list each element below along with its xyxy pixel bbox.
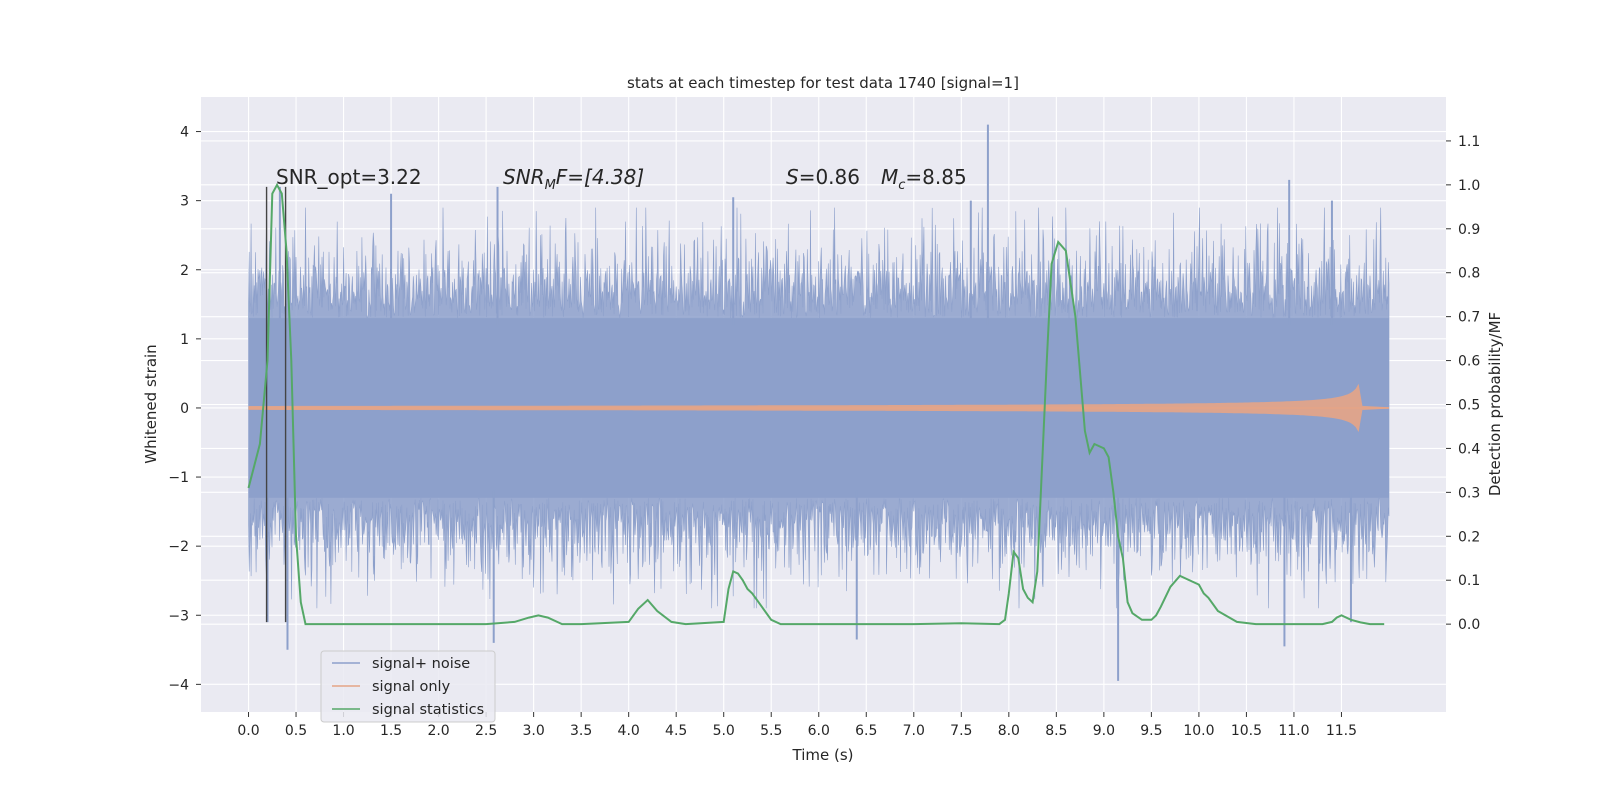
y2-tick-label: 0.3 <box>1458 485 1480 501</box>
y2-tick-label: 1.1 <box>1458 134 1480 150</box>
x-tick-label: 4.0 <box>618 723 640 739</box>
y2-tick-label: 0.5 <box>1458 398 1480 414</box>
x-tick-label: 6.0 <box>808 723 830 739</box>
annotation-snr-mf: SNRMF=[4.38] <box>503 165 644 193</box>
legend-box <box>320 650 496 723</box>
x-axis-label: Time (s) <box>792 746 854 764</box>
y2-tick-label: 0.9 <box>1458 222 1480 238</box>
x-tick-label: 3.0 <box>523 723 545 739</box>
chart-title: stats at each timestep for test data 174… <box>627 74 1019 92</box>
vertical-markers <box>265 186 287 623</box>
x-tick-label: 0.5 <box>285 723 307 739</box>
x-tick-label: 1.0 <box>332 723 354 739</box>
y2-tick-label: 0.4 <box>1458 441 1480 457</box>
y-tick-label: 3 <box>180 194 189 210</box>
x-tick-label: 2.0 <box>427 723 449 739</box>
x-tick-label: 9.5 <box>1140 723 1162 739</box>
legend-label-signal-noise: signal+ noise <box>372 656 470 672</box>
x-axis-ticks: 0.0 0.5 1.0 1.5 2.0 2.5 3.0 3.5 4.0 4.5 5.0 5.5 6.0 6… <box>237 712 1357 739</box>
y2-tick-label: 0.8 <box>1458 266 1480 282</box>
x-tick-label: 6.5 <box>855 723 877 739</box>
y-tick-label: −1 <box>168 470 189 486</box>
x-tick-label: 7.0 <box>903 723 925 739</box>
y2-axis-ticks: 1.1 1.0 0.9 0.8 0.7 0.6 0.5 0.4 0.3 0.2 0.1 0.0 <box>1446 134 1480 633</box>
y-tick-label: 1 <box>180 332 189 348</box>
y2-tick-label: 0.2 <box>1458 529 1480 545</box>
y2-tick-label: 0.6 <box>1458 354 1480 370</box>
x-tick-label: 9.0 <box>1093 723 1115 739</box>
x-tick-label: 11.5 <box>1326 723 1357 739</box>
legend: signal+ noise signal only signal statist… <box>320 650 496 723</box>
x-tick-label: 11.0 <box>1278 723 1309 739</box>
y-axis-label: Whitened strain <box>142 344 160 463</box>
y-tick-label: 0 <box>180 401 189 417</box>
snr-mf-rest: F=[4.38] <box>556 165 644 189</box>
y-tick-label: −4 <box>168 677 189 693</box>
y-tick-label: 2 <box>180 263 189 279</box>
annotation-s: S=0.86 <box>786 165 860 189</box>
signal-only-series <box>248 383 1389 433</box>
x-tick-label: 8.0 <box>998 723 1020 739</box>
x-tick-label: 5.5 <box>760 723 782 739</box>
snr-mf-sub: M <box>545 178 556 193</box>
y2-axis-label: Detection probability/MF <box>1486 312 1504 496</box>
mc-label: M <box>881 165 898 189</box>
x-tick-label: 8.5 <box>1045 723 1067 739</box>
x-tick-label: 5.0 <box>713 723 735 739</box>
x-tick-label: 3.5 <box>570 723 592 739</box>
annotation-mc: Mc=8.85 <box>881 165 967 193</box>
y-tick-label: 4 <box>180 125 189 141</box>
x-tick-label: 1.5 <box>380 723 402 739</box>
x-tick-label: 2.5 <box>475 723 497 739</box>
x-tick-label: 10.5 <box>1231 723 1262 739</box>
mc-sub: c <box>898 178 905 193</box>
x-tick-label: 4.5 <box>665 723 687 739</box>
y2-tick-label: 0.1 <box>1458 573 1480 589</box>
y-axis-ticks: 4 3 2 1 0 −1 −2 −3 −4 <box>168 125 201 693</box>
y2-tick-label: 1.0 <box>1458 178 1480 194</box>
legend-label-signal-statistics: signal statistics <box>372 702 484 718</box>
snr-mf-label: SNR <box>503 165 545 189</box>
y-tick-label: −3 <box>168 608 189 624</box>
mc-value: =8.85 <box>905 165 966 189</box>
y-tick-label: −2 <box>168 539 189 555</box>
x-tick-label: 7.5 <box>950 723 972 739</box>
legend-label-signal-only: signal only <box>372 679 451 695</box>
y2-tick-label: 0.0 <box>1458 617 1480 633</box>
s-value: =0.86 <box>799 165 860 189</box>
signal-statistics-line <box>247 182 1385 626</box>
x-tick-label: 0.0 <box>237 723 259 739</box>
s-label: S <box>786 165 799 189</box>
signal-statistics-series <box>247 182 1385 626</box>
y2-tick-label: 0.7 <box>1458 310 1480 326</box>
annotation-snr-opt: SNR_opt=3.22 <box>276 165 422 189</box>
x-tick-label: 10.0 <box>1183 723 1214 739</box>
